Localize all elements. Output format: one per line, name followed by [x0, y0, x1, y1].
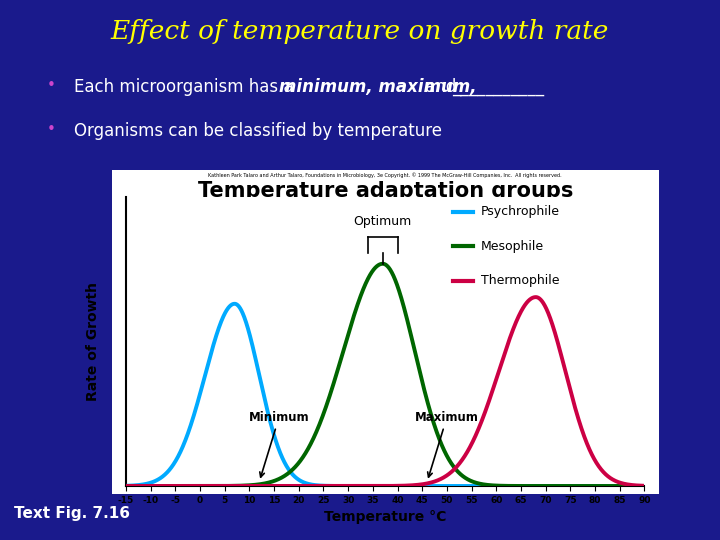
X-axis label: Temperature °C: Temperature °C [324, 510, 446, 524]
Text: and: and [420, 78, 462, 96]
Text: •: • [47, 78, 55, 93]
Text: Optimum: Optimum [354, 215, 412, 228]
Text: Minimum: Minimum [248, 411, 310, 477]
Text: Temperature adaptation groups: Temperature adaptation groups [197, 181, 573, 201]
Y-axis label: Rate of Growth: Rate of Growth [86, 282, 100, 401]
Text: Maximum: Maximum [415, 411, 479, 477]
Text: Mesophile: Mesophile [481, 240, 544, 253]
Text: Psychrophile: Psychrophile [481, 205, 560, 218]
Text: Effect of temperature on growth rate: Effect of temperature on growth rate [111, 19, 609, 44]
Bar [112, 170, 659, 494]
Text: •: • [47, 122, 55, 137]
Text: Each microorganism has a: Each microorganism has a [74, 78, 299, 96]
Text: minimum, maximum,: minimum, maximum, [279, 78, 477, 96]
Text: Thermophile: Thermophile [481, 274, 559, 287]
Text: ___________: ___________ [452, 78, 544, 96]
Text: Text Fig. 7.16: Text Fig. 7.16 [14, 506, 130, 521]
Text: Organisms can be classified by temperature: Organisms can be classified by temperatu… [74, 122, 442, 139]
Text: Kathleen Park Talaro and Arthur Talaro, Foundations in Microbiology, 3e Copyrigh: Kathleen Park Talaro and Arthur Talaro, … [208, 173, 562, 178]
